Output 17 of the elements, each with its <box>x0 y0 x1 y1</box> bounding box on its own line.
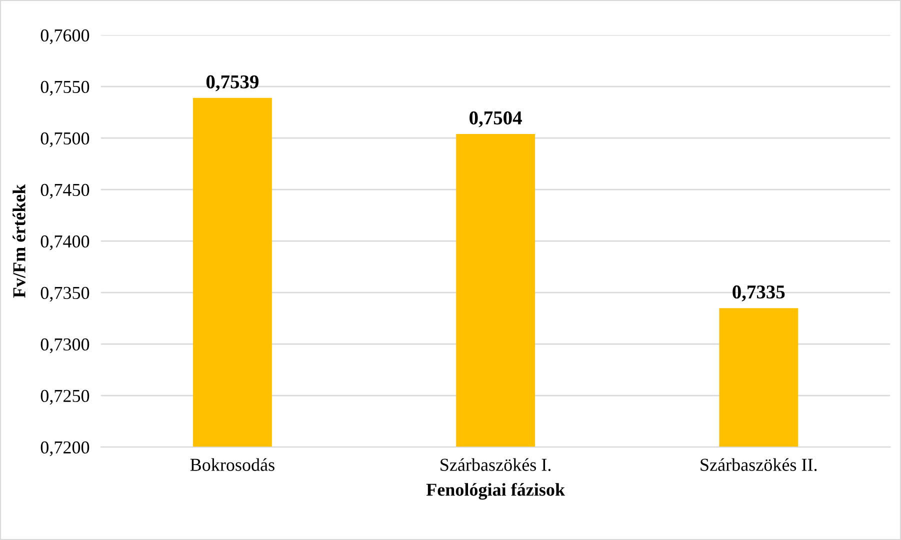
y-tick-label: 0,7450 <box>40 184 90 199</box>
x-tick-label: Szárbaszökés II. <box>700 458 817 472</box>
y-axis-title: Fv/Fm értékek <box>12 184 26 298</box>
y-tick-label: 0,7400 <box>40 235 90 250</box>
data-label: 0,7335 <box>732 285 785 302</box>
x-tick-label: Bokrosodás <box>190 458 274 471</box>
y-tick-label: 0,7500 <box>40 132 90 148</box>
data-label: 0,7504 <box>470 111 522 128</box>
data-label: 0,7539 <box>206 75 258 92</box>
y-tick-label: 0,7200 <box>40 441 90 456</box>
x-axis-title: Fenológiai fázisok <box>426 482 565 500</box>
y-tick-label: 0,7250 <box>40 390 90 405</box>
y-tick-label: 0,7550 <box>40 80 90 96</box>
y-tick-label: 0,7600 <box>40 29 90 44</box>
x-tick-label: Szárbaszökés I. <box>440 458 551 472</box>
y-tick-label: 0,7300 <box>40 338 90 354</box>
y-tick-label: 0,7350 <box>40 286 90 302</box>
